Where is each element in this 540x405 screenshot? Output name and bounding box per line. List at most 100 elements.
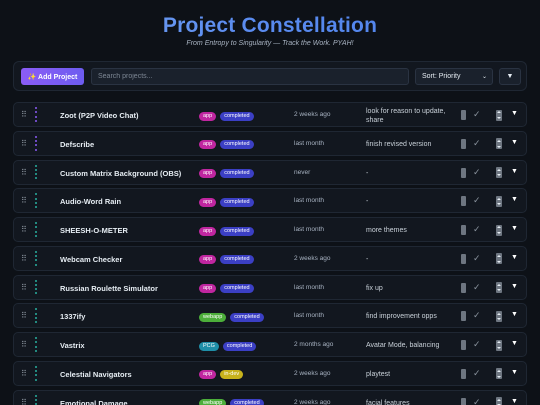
edit-icon[interactable]: [461, 167, 466, 178]
tag-badge[interactable]: app: [199, 226, 217, 236]
next-step-note: find improvement opps: [366, 313, 437, 321]
reorder-icon[interactable]: [496, 138, 502, 150]
expand-icon[interactable]: ▼: [511, 311, 518, 319]
project-row[interactable]: ⠿ Vastrix PCG completed 2 months ago Avatar M…: [13, 332, 527, 357]
reorder-icon[interactable]: [496, 397, 502, 405]
edit-icon[interactable]: [461, 225, 466, 235]
drag-handle-icon[interactable]: ⠿: [21, 138, 27, 148]
tag-badge[interactable]: app: [199, 111, 217, 121]
tag-badge[interactable]: completed: [220, 284, 254, 293]
expand-icon[interactable]: ▼: [511, 397, 518, 405]
expand-icon[interactable]: ▼: [511, 110, 518, 117]
tag-badge[interactable]: completed: [222, 341, 257, 351]
drag-handle-icon[interactable]: ⠿: [21, 368, 27, 378]
edit-icon[interactable]: [461, 253, 466, 264]
add-project-button[interactable]: ✨ Add Project: [21, 68, 84, 85]
reorder-icon[interactable]: [496, 310, 502, 322]
drag-handle-icon[interactable]: ⠿: [21, 110, 27, 119]
tag-badge[interactable]: completed: [220, 255, 254, 265]
tag-badge[interactable]: app: [199, 197, 217, 207]
tag-badge[interactable]: app: [199, 255, 217, 265]
reorder-icon[interactable]: [496, 224, 502, 236]
check-icon[interactable]: ✓: [473, 310, 481, 321]
tag-badge[interactable]: app: [199, 284, 217, 293]
project-row[interactable]: ⠿ Russian Roulette Simulator app completed l…: [13, 274, 527, 300]
search-input[interactable]: [91, 68, 409, 85]
expand-icon[interactable]: ▼: [511, 282, 518, 290]
page-subtitle: From Entropy to Singularity — Track the …: [186, 40, 354, 47]
expand-icon[interactable]: ▼: [511, 368, 518, 376]
tag-badge[interactable]: completed: [220, 197, 254, 207]
filter-button[interactable]: ▼: [499, 68, 521, 85]
sort-select[interactable]: Sort: Priority ⌄: [415, 68, 493, 85]
drag-handle-icon[interactable]: ⠿: [21, 340, 27, 349]
expand-icon[interactable]: ▼: [511, 196, 518, 204]
tag-badge[interactable]: completed: [220, 226, 254, 236]
project-row[interactable]: ⠿ Custom Matrix Background (OBS) app comple…: [13, 159, 527, 185]
drag-handle-icon[interactable]: ⠿: [21, 253, 27, 263]
tag-badge[interactable]: completed: [230, 312, 264, 322]
expand-icon[interactable]: ▼: [511, 225, 518, 232]
project-row[interactable]: ⠿ 1337ify webapp completed last month find im…: [13, 303, 527, 329]
edit-icon[interactable]: [461, 397, 466, 405]
tag-badge[interactable]: app: [199, 169, 217, 178]
tag-badge[interactable]: completed: [220, 169, 254, 178]
edit-icon[interactable]: [461, 138, 466, 149]
tag-badge[interactable]: completed: [230, 399, 264, 405]
last-updated: last month: [294, 226, 324, 233]
tag-badge[interactable]: completed: [220, 111, 254, 121]
check-icon[interactable]: ✓: [473, 281, 481, 292]
edit-icon[interactable]: [461, 340, 466, 350]
edit-icon[interactable]: [461, 311, 466, 322]
reorder-icon[interactable]: [496, 253, 502, 265]
reorder-icon[interactable]: [496, 195, 502, 207]
tag-badge[interactable]: PCG: [199, 341, 219, 351]
tag-badge[interactable]: app: [199, 370, 217, 380]
check-icon[interactable]: ✓: [473, 137, 481, 148]
edit-icon[interactable]: [461, 196, 466, 207]
drag-handle-icon[interactable]: ⠿: [21, 225, 27, 234]
drag-handle-icon[interactable]: ⠿: [21, 167, 27, 177]
edit-icon[interactable]: [461, 282, 466, 293]
tag-badge[interactable]: in-dev: [220, 370, 244, 380]
tag-badge[interactable]: webapp: [199, 399, 227, 405]
tag-badge[interactable]: completed: [220, 140, 254, 150]
check-icon[interactable]: ✓: [473, 109, 481, 119]
check-icon[interactable]: ✓: [473, 252, 481, 263]
check-icon[interactable]: ✓: [473, 195, 481, 206]
tag-badge[interactable]: webapp: [199, 312, 227, 322]
project-row[interactable]: ⠿ SHEESH-O-METER app completed last month mor…: [13, 217, 527, 242]
project-row[interactable]: ⠿ Audio-Word Rain app completed last month - ✓…: [13, 188, 527, 214]
reorder-icon[interactable]: [496, 339, 502, 351]
reorder-icon[interactable]: [496, 109, 502, 121]
check-icon[interactable]: ✓: [473, 396, 481, 405]
expand-icon[interactable]: ▼: [511, 138, 518, 146]
edit-icon[interactable]: [461, 110, 466, 120]
project-row[interactable]: ⠿ Zoot (P2P Video Chat) app completed 2 week…: [13, 102, 527, 127]
reorder-icon[interactable]: [496, 167, 502, 178]
reorder-icon[interactable]: [496, 368, 502, 380]
check-icon[interactable]: ✓: [473, 339, 481, 349]
toolbar: ✨ Add Project Sort: Priority ⌄ ▼: [13, 61, 527, 91]
drag-handle-icon[interactable]: ⠿: [21, 311, 27, 321]
edit-icon[interactable]: [461, 368, 466, 379]
check-icon[interactable]: ✓: [473, 224, 481, 234]
check-icon[interactable]: ✓: [473, 166, 481, 177]
expand-icon[interactable]: ▼: [511, 167, 518, 175]
project-row[interactable]: ⠿ Webcam Checker app completed 2 weeks ago - ✓…: [13, 245, 527, 271]
drag-handle-icon[interactable]: ⠿: [21, 282, 27, 292]
project-row[interactable]: ⠿ Defscribe app completed last month finish r…: [13, 130, 527, 156]
drag-handle-icon[interactable]: ⠿: [21, 397, 27, 405]
expand-icon[interactable]: ▼: [511, 340, 518, 347]
project-row[interactable]: ⠿ Celestial Navigators app in-dev 2 weeks ag…: [13, 360, 527, 386]
next-step-note: facial features: [366, 399, 410, 405]
header: Project Constellation From Entropy to Si…: [0, 0, 540, 47]
check-icon[interactable]: ✓: [473, 367, 481, 378]
tag-badge[interactable]: app: [199, 140, 217, 150]
reorder-icon[interactable]: [496, 282, 502, 293]
project-row[interactable]: ⠿ Emotional Damage webapp completed 2 weeks …: [13, 389, 527, 405]
project-name: Webcam Checker: [60, 254, 123, 264]
expand-icon[interactable]: ▼: [511, 253, 518, 261]
drag-handle-icon[interactable]: ⠿: [21, 196, 27, 206]
project-name: Defscribe: [60, 139, 95, 149]
